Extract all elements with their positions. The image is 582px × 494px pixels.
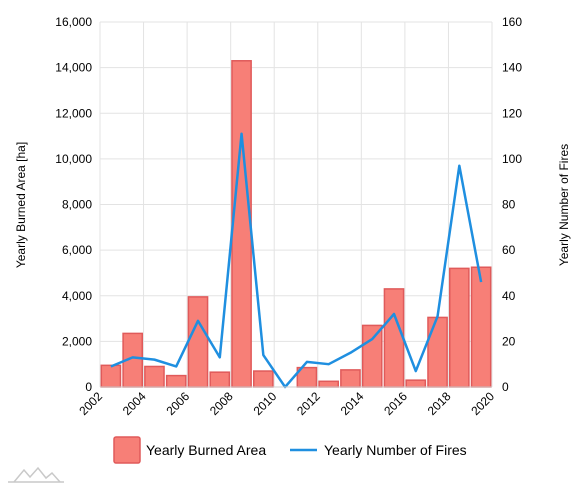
y-left-tick-label: 4,000 xyxy=(62,289,92,303)
y-left-tick-label: 8,000 xyxy=(62,198,92,212)
burned-area-bar xyxy=(383,288,405,388)
logo-icon xyxy=(8,466,64,483)
burned-area-bar xyxy=(427,316,448,388)
y-right-tick-label: 60 xyxy=(502,243,516,257)
y-left-tick-label: 2,000 xyxy=(62,334,92,348)
x-tick-label: 2016 xyxy=(381,389,410,418)
legend-swatch-bar xyxy=(113,436,141,464)
fire-count-line xyxy=(110,132,483,389)
burned-area-bar xyxy=(340,369,361,388)
grid-lines xyxy=(99,21,493,388)
burned-area-bar xyxy=(231,60,252,388)
burned-area-bar xyxy=(449,267,470,388)
y-left-tick-label: 6,000 xyxy=(62,243,92,257)
x-tick-label: 2006 xyxy=(163,389,192,418)
x-tick-label: 2014 xyxy=(338,389,367,418)
legend: Yearly Burned Area Yearly Number of Fire… xyxy=(113,436,467,464)
y-right-tick-label: 120 xyxy=(502,106,522,120)
legend-item-number-of-fires[interactable]: Yearly Number of Fires xyxy=(290,442,467,458)
legend-label-burned-area: Yearly Burned Area xyxy=(146,442,266,458)
y-axis-right-label: Yearly Number of Fires xyxy=(557,144,571,266)
fire-count-polyline xyxy=(110,132,483,389)
y-right-tick-label: 140 xyxy=(502,61,522,75)
burned-area-bar xyxy=(318,380,339,388)
legend-label-number-of-fires: Yearly Number of Fires xyxy=(324,442,467,458)
y-left-tick-label: 12,000 xyxy=(55,106,92,120)
y-right-tick-label: 80 xyxy=(502,198,516,212)
burned-area-bar xyxy=(165,374,187,388)
y-right-tick-label: 100 xyxy=(502,152,522,166)
burned-area-bar xyxy=(253,370,274,388)
y-left-tick-label: 10,000 xyxy=(55,152,92,166)
y-axis-left-label: Yearly Burned Area [ha] xyxy=(14,142,28,268)
y-right-tick-label: 160 xyxy=(502,15,522,29)
y-right-tick-label: 20 xyxy=(502,334,516,348)
burned-area-bar xyxy=(470,266,492,388)
burned-area-bar xyxy=(209,371,231,388)
y-right-tick-label: 40 xyxy=(502,289,516,303)
legend-item-burned-area[interactable]: Yearly Burned Area xyxy=(113,436,266,464)
x-tick-label: 2002 xyxy=(76,389,105,418)
burned-area-bars xyxy=(100,60,492,388)
y-left-tick-label: 0 xyxy=(85,380,92,394)
burned-area-bar xyxy=(361,324,383,388)
x-tick-label: 2004 xyxy=(120,389,149,418)
x-tick-label: 2012 xyxy=(294,389,323,418)
burned-area-bar xyxy=(144,365,165,388)
y-left-tick-label: 16,000 xyxy=(55,15,92,29)
x-tick-label: 2018 xyxy=(425,389,454,418)
x-tick-label: 2010 xyxy=(251,389,280,418)
burned-area-bar xyxy=(405,379,427,388)
y-left-tick-label: 14,000 xyxy=(55,61,92,75)
x-tick-label: 2008 xyxy=(207,389,236,418)
y-right-tick-label: 0 xyxy=(502,380,509,394)
burned-area-bar xyxy=(187,296,209,388)
x-tick-label: 2020 xyxy=(468,389,497,418)
burned-area-bar xyxy=(100,364,122,388)
